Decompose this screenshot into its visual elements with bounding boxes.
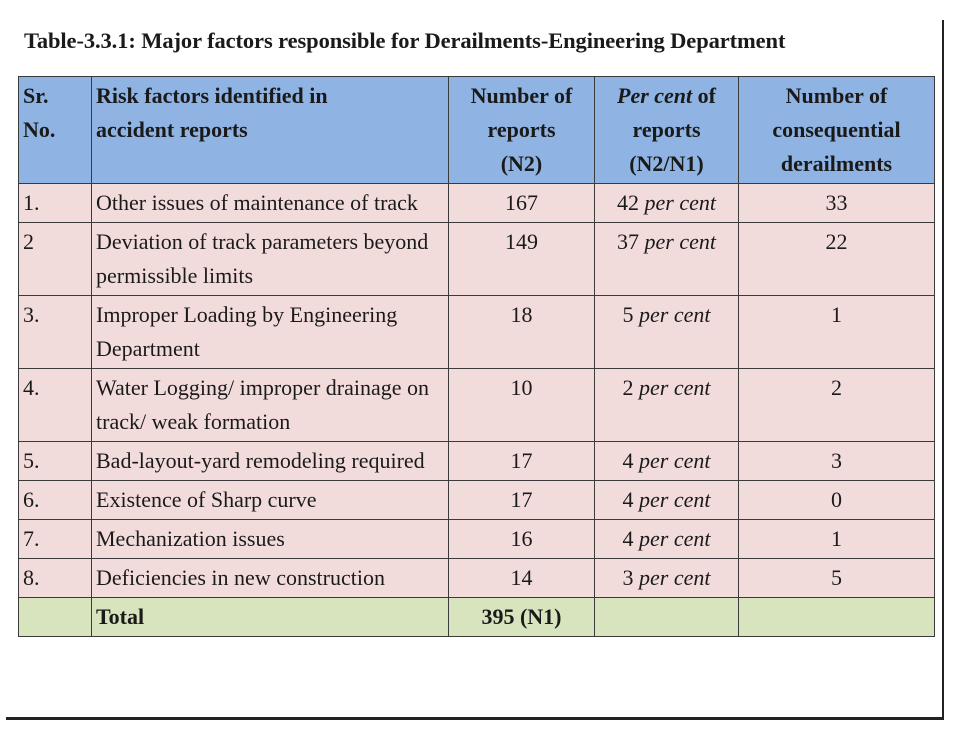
cell-derailments: 33 [738,183,935,223]
cell-sr: 8. [18,558,92,598]
cell-percent: 4 per cent [594,441,739,481]
cell-risk: Other issues of maintenance of track [91,183,449,223]
cell-derailments: 1 [738,519,935,559]
total-label: Total [91,597,449,637]
table-row: 1. Other issues of maintenance of track … [18,183,935,223]
cell-percent: 37 per cent [594,222,739,296]
table-row: 8. Deficiencies in new construction 14 3… [18,558,935,598]
cell-derailments-empty [738,597,935,637]
table-row: 2 Deviation of track parameters beyond p… [18,222,935,296]
total-row: Total 395 (N1) [18,597,935,637]
cell-reports: 10 [448,368,595,442]
cell-percent: 5 per cent [594,295,739,369]
cell-risk: Deviation of track parameters beyond per… [91,222,449,296]
cell-risk: Improper Loading by Engineering Departme… [91,295,449,369]
cell-sr: 1. [18,183,92,223]
cell-sr: 4. [18,368,92,442]
cell-risk: Existence of Sharp curve [91,480,449,520]
cell-reports: 149 [448,222,595,296]
cell-sr: 6. [18,480,92,520]
cell-risk: Deficiencies in new construction [91,558,449,598]
cell-sr: 5. [18,441,92,481]
cell-percent: 42 per cent [594,183,739,223]
derailment-factors-table: Sr. No. Risk factors identified in accid… [18,76,935,637]
cell-reports: 16 [448,519,595,559]
cell-derailments: 2 [738,368,935,442]
header-sr-no: Sr. No. [18,76,92,184]
cell-derailments: 22 [738,222,935,296]
header-risk-factors: Risk factors identified in accident repo… [91,76,449,184]
total-reports: 395 (N1) [448,597,595,637]
cell-derailments: 5 [738,558,935,598]
cell-risk: Bad-layout-yard remodeling required [91,441,449,481]
cell-sr: 2 [18,222,92,296]
table-row: 4. Water Logging/ improper drainage on t… [18,368,935,442]
cell-percent-empty [594,597,739,637]
cell-sr: 7. [18,519,92,559]
cell-percent: 4 per cent [594,480,739,520]
cell-risk: Mechanization issues [91,519,449,559]
cell-derailments: 1 [738,295,935,369]
cell-percent: 2 per cent [594,368,739,442]
cell-percent: 4 per cent [594,519,739,559]
table-header-row: Sr. No. Risk factors identified in accid… [18,76,935,184]
page-border-bottom [6,717,944,720]
cell-reports: 17 [448,480,595,520]
cell-sr: 3. [18,295,92,369]
table-row: 5. Bad-layout-yard remodeling required 1… [18,441,935,481]
cell-reports: 14 [448,558,595,598]
page-border-right [942,20,944,720]
cell-reports: 18 [448,295,595,369]
header-consequential-derailments: Number of consequential derailments [738,76,935,184]
header-per-cent-of-reports: Per cent of reports (N2/N1) [594,76,739,184]
cell-sr-empty [18,597,92,637]
cell-derailments: 0 [738,480,935,520]
table-row: 3. Improper Loading by Engineering Depar… [18,295,935,369]
cell-percent: 3 per cent [594,558,739,598]
cell-derailments: 3 [738,441,935,481]
cell-risk: Water Logging/ improper drainage on trac… [91,368,449,442]
cell-reports: 167 [448,183,595,223]
cell-reports: 17 [448,441,595,481]
table-title: Table-3.3.1: Major factors responsible f… [24,28,786,53]
header-number-of-reports: Number of reports (N2) [448,76,595,184]
table-row: 6. Existence of Sharp curve 17 4 per cen… [18,480,935,520]
table-row: 7. Mechanization issues 16 4 per cent 1 [18,519,935,559]
